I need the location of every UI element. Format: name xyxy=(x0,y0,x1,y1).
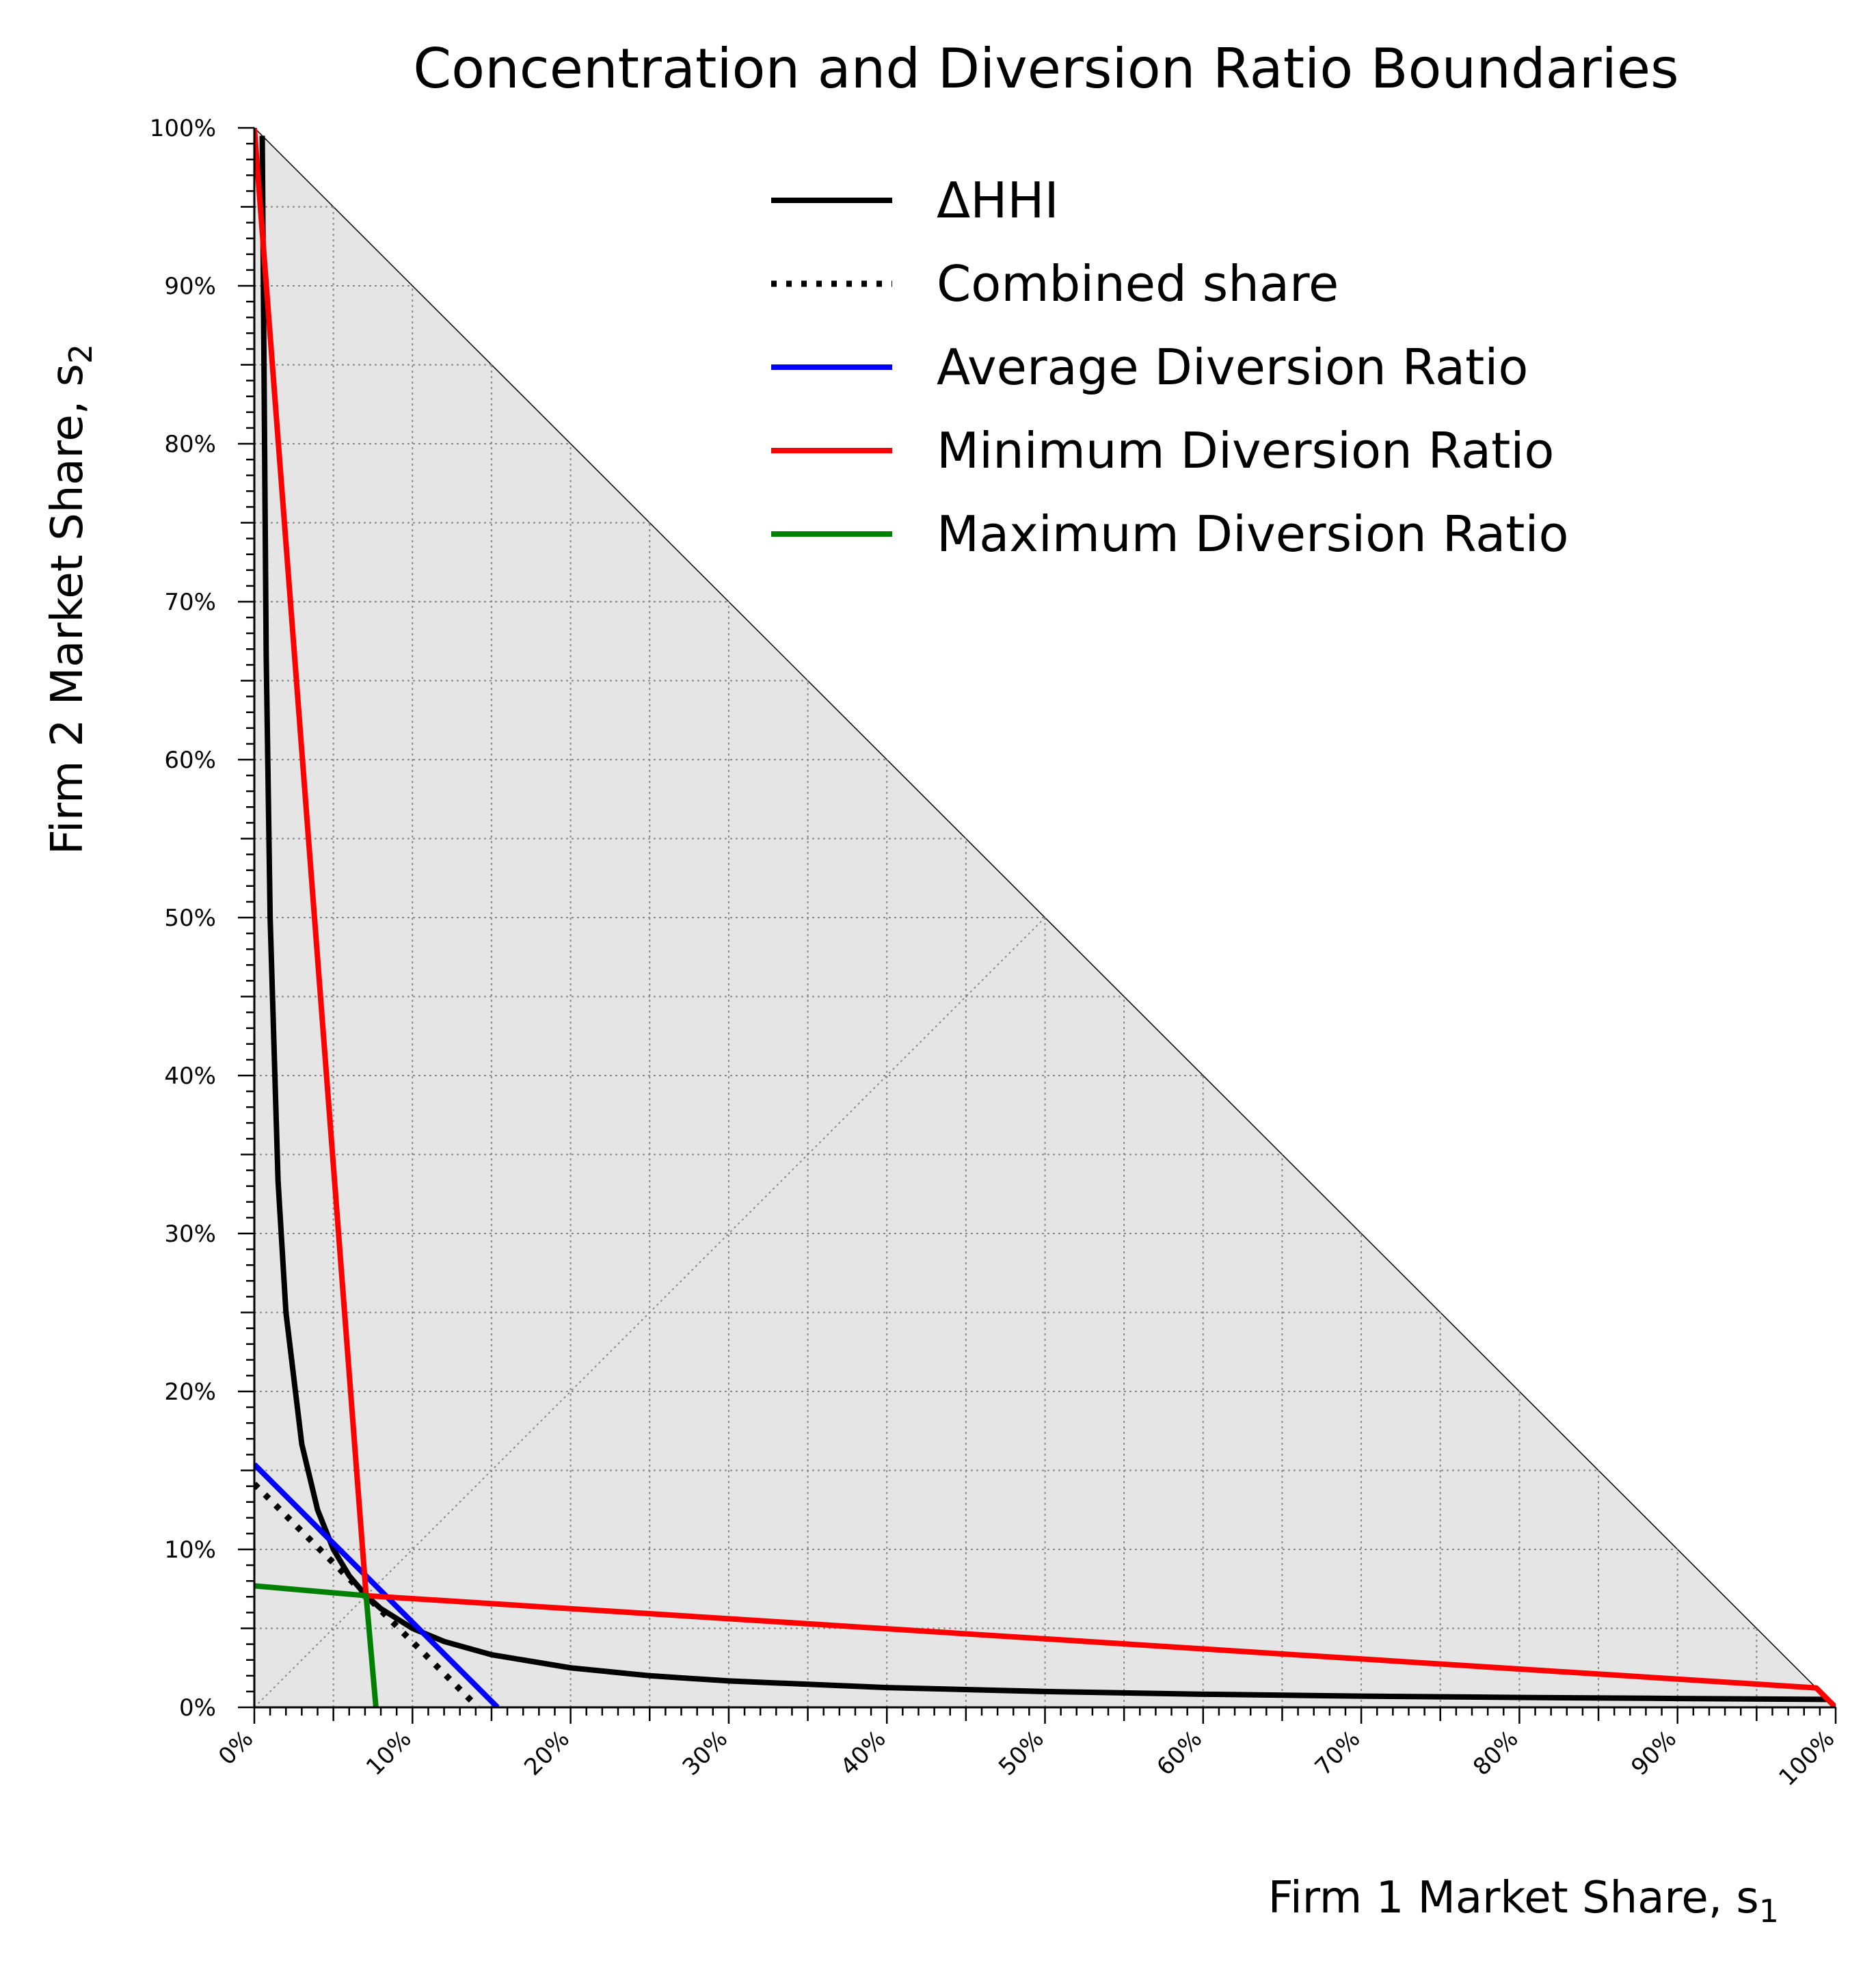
y-tick-label: 60% xyxy=(164,747,216,774)
series-group xyxy=(254,128,1836,1707)
x-tick-label: 40% xyxy=(835,1725,892,1781)
y-tick-label: 50% xyxy=(164,905,216,932)
legend-label: Combined share xyxy=(937,255,1339,312)
legend-label: Maximum Diversion Ratio xyxy=(937,505,1569,563)
y-tick-label: 0% xyxy=(179,1694,216,1722)
y-tick-label: 100% xyxy=(150,115,216,142)
legend-label: ΔHHI xyxy=(937,172,1059,229)
diagonal-reference-line xyxy=(254,917,1046,1708)
legend-label: Minimum Diversion Ratio xyxy=(937,422,1554,479)
y-tick-label: 10% xyxy=(164,1536,216,1564)
series-line xyxy=(254,128,1836,1707)
x-tick-label: 100% xyxy=(1773,1725,1840,1791)
x-tick-label: 10% xyxy=(361,1725,417,1781)
chart-title: Concentration and Diversion Ratio Bounda… xyxy=(413,37,1678,101)
x-axis-label: Firm 1 Market Share, s1 xyxy=(1268,1873,1779,1930)
y-axis-label: Firm 2 Market Share, s2 xyxy=(42,344,99,855)
plot-area: 0% 10% 20% 30% 40% 50% 60% 70% 80% 90% 100% 0% 10% 2… xyxy=(150,115,1840,1791)
x-tick-label: 30% xyxy=(678,1725,734,1781)
y-tick-label: 30% xyxy=(164,1220,216,1248)
y-tick-label: 40% xyxy=(164,1063,216,1090)
x-tick-label: 70% xyxy=(1310,1725,1366,1781)
x-tick-labels: 0% 10% 20% 30% 40% 50% 60% 70% 80% 90% 100% xyxy=(213,1725,1840,1791)
y-tick-label: 90% xyxy=(164,273,216,300)
y-tick-label: 70% xyxy=(164,589,216,616)
x-tick-label: 60% xyxy=(1151,1725,1207,1781)
y-tick-label: 20% xyxy=(164,1378,216,1406)
x-tick-label: 20% xyxy=(519,1725,575,1781)
series-line xyxy=(254,1462,500,1707)
grid xyxy=(254,206,1758,1707)
axes xyxy=(238,126,1837,1724)
x-tick-label: 0% xyxy=(213,1725,258,1770)
series-line xyxy=(254,1583,379,1707)
legend: ΔHHI Combined share Average Diversion Rati… xyxy=(771,172,1569,563)
y-tick-label: 80% xyxy=(164,431,216,458)
y-tick-labels: 0% 10% 20% 30% 40% 50% 60% 70% 80% 90% 100% xyxy=(150,115,216,1722)
x-tick-label: 80% xyxy=(1468,1725,1524,1781)
x-tick-label: 50% xyxy=(993,1725,1049,1781)
x-tick-label: 90% xyxy=(1626,1725,1682,1781)
legend-label: Average Diversion Ratio xyxy=(937,338,1528,396)
